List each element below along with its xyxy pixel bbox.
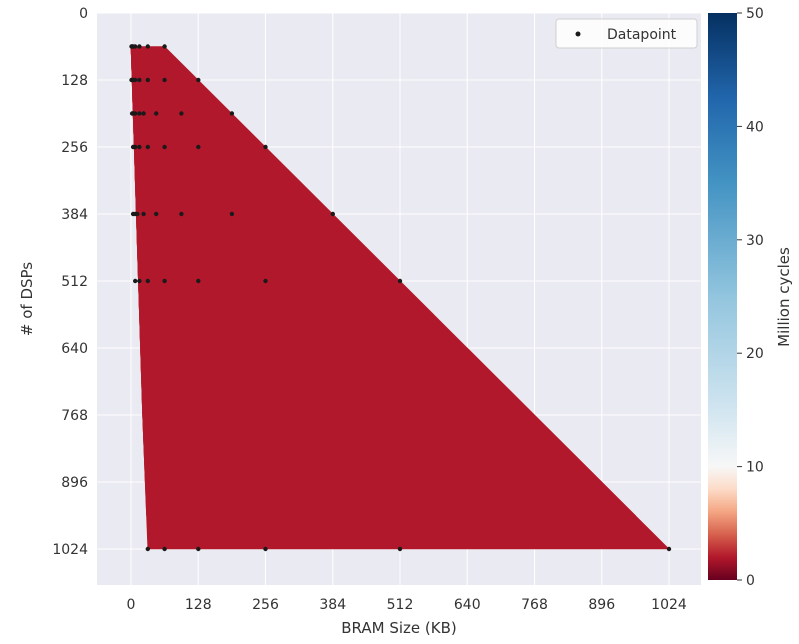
x-tick-label-5: 640 xyxy=(454,597,481,613)
y-tick-label-2: 256 xyxy=(61,140,88,156)
datapoint-24 xyxy=(133,144,138,150)
datapoint-29 xyxy=(263,144,268,150)
datapoint-45 xyxy=(145,546,150,552)
datapoint-48 xyxy=(263,546,268,552)
y-tick-label-0: 0 xyxy=(79,6,88,22)
datapoint-34 xyxy=(154,211,159,217)
datapoint-14 xyxy=(196,77,201,83)
colorbar-tick-label-3: 30 xyxy=(746,233,764,249)
legend-box xyxy=(555,18,698,49)
datapoint-37 xyxy=(330,211,335,217)
datapoint-46 xyxy=(162,546,167,552)
x-tick-label-3: 384 xyxy=(319,597,346,613)
colorbar-tick-label-5: 50 xyxy=(746,6,764,22)
datapoint-11 xyxy=(137,77,142,83)
datapoint-18 xyxy=(137,111,142,116)
x-tick-label-4: 512 xyxy=(387,597,414,613)
datapoint-36 xyxy=(229,211,235,217)
datapoint-40 xyxy=(145,278,150,284)
x-tick-label-8: 1024 xyxy=(651,597,687,613)
datapoint-41 xyxy=(162,278,167,284)
datapoint-17 xyxy=(133,111,138,116)
datapoint-35 xyxy=(179,211,184,217)
y-axis-label: # of DSPs xyxy=(18,262,36,336)
x-tick-label-7: 896 xyxy=(588,597,615,613)
y-tick-label-7: 896 xyxy=(61,475,88,491)
datapoint-49 xyxy=(397,546,403,552)
x-axis-label: BRAM Size (KB) xyxy=(341,619,456,637)
datapoint-13 xyxy=(162,77,167,83)
datapoint-28 xyxy=(196,144,201,150)
datapoint-42 xyxy=(196,278,201,284)
y-tick-label-6: 768 xyxy=(61,408,88,424)
y-axis-ticks: 0 128 256 384 512 640 768 896 1024 xyxy=(52,6,88,558)
datapoint-38 xyxy=(133,278,138,284)
legend-marker xyxy=(575,31,581,37)
colorbar xyxy=(708,13,737,580)
datapoint-26 xyxy=(145,144,150,150)
colorbar-tick-label-1: 10 xyxy=(746,460,764,476)
datapoint-4 xyxy=(137,44,142,49)
y-tick-label-8: 1024 xyxy=(52,542,88,558)
datapoint-20 xyxy=(154,111,159,116)
colorbar-ticks: 0 10 20 30 40 50 xyxy=(737,6,764,589)
datapoint-39 xyxy=(137,278,142,284)
datapoint-series xyxy=(129,44,672,552)
colorbar-tick-label-2: 20 xyxy=(746,346,764,362)
legend: Datapoint xyxy=(555,18,698,49)
datapoint-32 xyxy=(135,211,140,217)
contour-fill xyxy=(130,46,670,550)
datapoint-47 xyxy=(196,546,201,552)
x-axis-ticks: 0 128 256 384 512 640 768 896 1024 xyxy=(127,597,687,613)
datapoint-22 xyxy=(229,111,235,116)
datapoint-21 xyxy=(179,111,184,116)
datapoint-44 xyxy=(397,278,403,284)
datapoint-50 xyxy=(666,546,672,552)
x-tick-label-0: 0 xyxy=(127,597,136,613)
datapoint-33 xyxy=(141,211,146,217)
x-tick-label-6: 768 xyxy=(521,597,548,613)
y-tick-label-4: 512 xyxy=(61,274,88,290)
legend-entry-datapoint: Datapoint xyxy=(607,27,677,43)
datapoint-19 xyxy=(141,111,146,116)
datapoint-10 xyxy=(133,77,138,83)
colorbar-tick-label-0: 0 xyxy=(746,573,755,589)
datapoint-12 xyxy=(145,77,150,83)
x-tick-label-1: 128 xyxy=(185,597,212,613)
datapoint-25 xyxy=(137,144,142,150)
datapoint-43 xyxy=(263,278,268,284)
y-tick-label-1: 128 xyxy=(61,73,88,89)
datapoint-6 xyxy=(162,44,167,49)
colorbar-tick-label-4: 40 xyxy=(746,119,764,135)
datapoint-5 xyxy=(145,44,150,49)
datapoint-3 xyxy=(133,44,138,49)
colorbar-label: Million cycles xyxy=(775,247,793,347)
x-tick-label-2: 256 xyxy=(252,597,279,613)
datapoint-27 xyxy=(162,144,167,150)
y-tick-label-3: 384 xyxy=(61,207,88,223)
y-tick-label-5: 640 xyxy=(61,341,88,357)
